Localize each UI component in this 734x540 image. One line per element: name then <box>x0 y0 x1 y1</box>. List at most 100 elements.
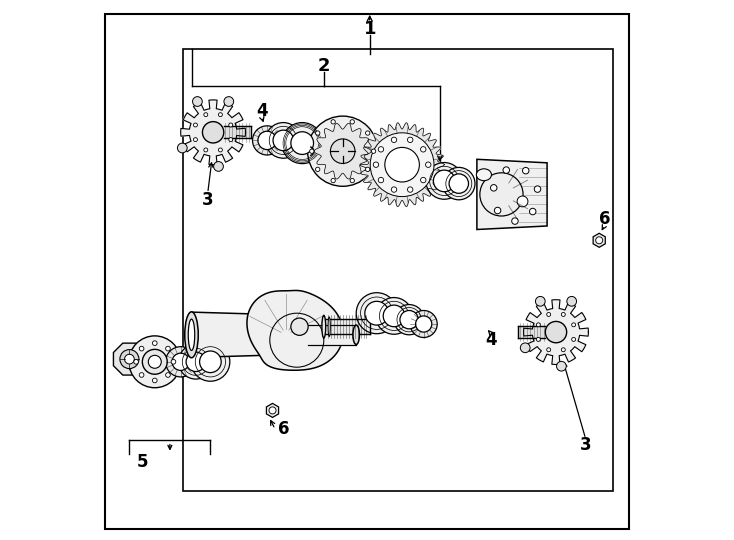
Circle shape <box>178 143 187 153</box>
Circle shape <box>229 138 233 141</box>
Circle shape <box>291 132 313 154</box>
Circle shape <box>534 186 541 192</box>
Circle shape <box>129 336 181 388</box>
Circle shape <box>556 361 566 371</box>
Circle shape <box>537 323 540 327</box>
Text: 4: 4 <box>256 102 267 120</box>
Circle shape <box>125 354 134 364</box>
Circle shape <box>421 147 426 152</box>
Circle shape <box>378 177 384 183</box>
Circle shape <box>316 167 320 172</box>
Circle shape <box>371 149 376 153</box>
Circle shape <box>330 139 355 164</box>
Text: 3: 3 <box>202 191 214 209</box>
Circle shape <box>331 178 335 183</box>
Circle shape <box>200 351 221 373</box>
Circle shape <box>503 167 509 173</box>
Circle shape <box>153 341 157 346</box>
Circle shape <box>178 345 213 379</box>
Polygon shape <box>593 233 606 247</box>
Circle shape <box>356 293 397 334</box>
Circle shape <box>517 196 528 207</box>
Circle shape <box>229 123 233 127</box>
Circle shape <box>596 237 603 244</box>
Circle shape <box>350 120 355 124</box>
Circle shape <box>308 116 378 186</box>
Circle shape <box>535 296 545 306</box>
Circle shape <box>194 123 197 127</box>
Polygon shape <box>266 403 279 417</box>
Circle shape <box>204 148 208 152</box>
Circle shape <box>171 360 175 364</box>
Circle shape <box>426 163 462 199</box>
Circle shape <box>331 120 335 124</box>
Circle shape <box>443 167 475 200</box>
Circle shape <box>480 173 523 216</box>
Text: 5: 5 <box>137 453 149 471</box>
Circle shape <box>391 187 396 192</box>
Polygon shape <box>181 100 245 165</box>
Polygon shape <box>360 123 444 207</box>
Text: 6: 6 <box>599 210 611 228</box>
Circle shape <box>495 207 501 214</box>
Circle shape <box>391 137 396 143</box>
Circle shape <box>153 378 157 383</box>
Circle shape <box>407 187 413 192</box>
Text: 1: 1 <box>363 19 376 38</box>
Circle shape <box>567 296 576 306</box>
Text: 2: 2 <box>318 57 330 75</box>
Circle shape <box>258 131 276 150</box>
Polygon shape <box>314 123 371 179</box>
Ellipse shape <box>476 169 492 181</box>
Circle shape <box>385 147 419 182</box>
Circle shape <box>214 161 223 171</box>
Circle shape <box>383 305 404 327</box>
Polygon shape <box>477 159 547 230</box>
Circle shape <box>282 123 323 164</box>
Circle shape <box>490 185 497 191</box>
Circle shape <box>166 347 196 377</box>
Circle shape <box>572 323 575 327</box>
Circle shape <box>449 174 468 193</box>
Circle shape <box>520 343 530 353</box>
Circle shape <box>370 133 434 197</box>
Circle shape <box>269 407 276 414</box>
Circle shape <box>415 316 432 332</box>
Circle shape <box>529 208 536 215</box>
Circle shape <box>374 162 379 167</box>
Circle shape <box>273 130 294 151</box>
Ellipse shape <box>185 312 198 357</box>
Polygon shape <box>247 291 343 370</box>
Circle shape <box>421 177 426 183</box>
Circle shape <box>310 149 314 153</box>
Circle shape <box>378 147 384 152</box>
Ellipse shape <box>188 319 195 350</box>
Text: 4: 4 <box>485 331 497 349</box>
Circle shape <box>266 123 301 158</box>
Circle shape <box>562 313 565 316</box>
Circle shape <box>547 313 550 316</box>
Circle shape <box>219 148 222 152</box>
Circle shape <box>166 346 170 351</box>
Circle shape <box>142 349 167 374</box>
Circle shape <box>139 346 144 351</box>
Circle shape <box>523 167 529 174</box>
Ellipse shape <box>353 325 360 345</box>
Text: 6: 6 <box>277 420 289 438</box>
Circle shape <box>166 373 170 377</box>
Circle shape <box>350 178 355 183</box>
Circle shape <box>547 348 550 352</box>
Circle shape <box>407 137 413 143</box>
Polygon shape <box>114 343 145 375</box>
Circle shape <box>139 373 144 377</box>
Circle shape <box>191 342 230 381</box>
Circle shape <box>186 352 206 372</box>
Circle shape <box>224 97 233 106</box>
Circle shape <box>400 310 418 329</box>
Circle shape <box>365 301 388 325</box>
Circle shape <box>410 310 437 338</box>
Circle shape <box>219 113 222 117</box>
Circle shape <box>366 167 370 172</box>
Polygon shape <box>523 300 589 365</box>
Text: 3: 3 <box>580 436 592 455</box>
